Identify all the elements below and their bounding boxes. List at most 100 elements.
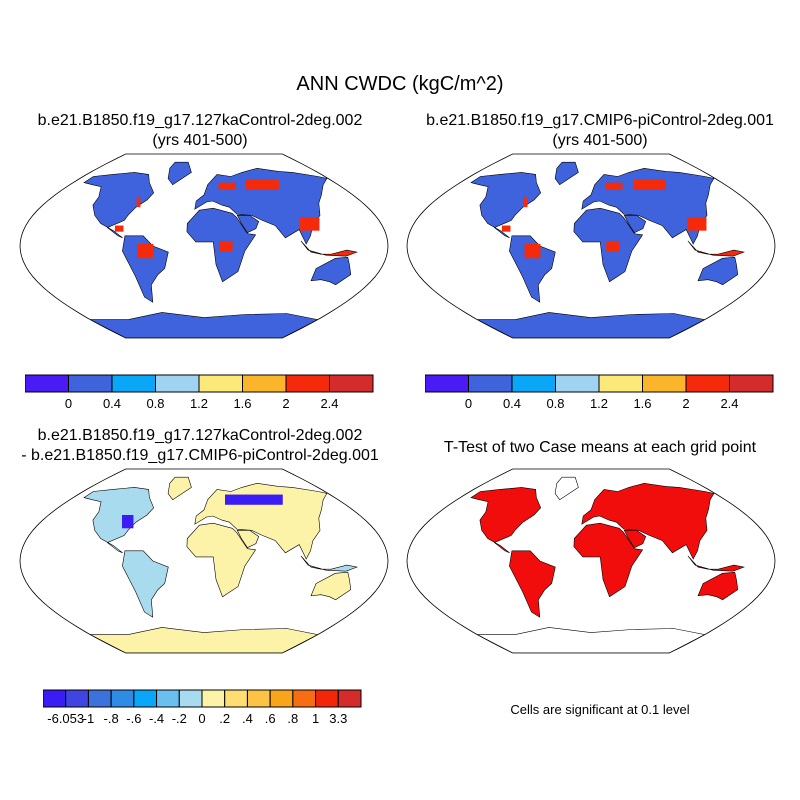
- colorbar-127ka-swatch: [242, 374, 287, 393]
- colorbar-difference-swatch: [156, 689, 180, 708]
- map4-land-indonesia: [687, 555, 745, 572]
- map2-high-cwdc-region: [632, 179, 666, 190]
- map3-negative-region: [224, 494, 283, 505]
- map4-land-greenland: [554, 476, 579, 501]
- colorbar-piControl-swatch: [555, 374, 600, 393]
- map1-map-frame: [19, 153, 389, 339]
- map3-negative-region: [122, 515, 134, 529]
- map2-map-frame: [406, 153, 776, 339]
- map3-land-australia: [310, 571, 352, 601]
- colorbar-difference-swatch: [246, 689, 271, 708]
- colorbar-piControl-swatch: [685, 374, 730, 393]
- map3-land-indonesia: [300, 555, 358, 572]
- map4-land-samerica: [509, 550, 556, 618]
- map3-land-arabia: [236, 530, 260, 549]
- colorbar-difference-swatch: [133, 689, 158, 708]
- colorbar-127ka: 0 0.4 0.8 1.2 1.6 2 2.4: [25, 374, 374, 410]
- map3-land-samerica: [122, 550, 169, 618]
- colorbar-piControl-tick-label: 0.4: [503, 396, 521, 410]
- map1-land-namerica: [83, 172, 155, 239]
- panel1-title-line2: (yrs 401-500): [152, 132, 248, 149]
- map4-land-eurasia: [581, 482, 715, 560]
- colorbar-difference-swatch: [337, 689, 362, 708]
- colorbar-difference-tick-label: 3.3: [329, 711, 347, 725]
- map1-high-cwdc-region: [299, 217, 320, 231]
- colorbar-difference-swatch: [65, 689, 89, 708]
- colorbar-difference-tick-label: -.4: [149, 711, 164, 725]
- colorbar-127ka-swatch: [285, 374, 330, 393]
- map1-land-indonesia: [300, 240, 358, 257]
- colorbar-difference-swatch: [224, 689, 248, 708]
- map1-high-cwdc-region: [219, 240, 233, 252]
- colorbar-piControl: 0 0.4 0.8 1.2 1.6 2 2.4: [425, 374, 774, 410]
- colorbar-127ka-tick-label: 1.6: [233, 396, 251, 410]
- map2-land-arabia: [623, 215, 647, 234]
- colorbar-difference-tick-label: -1: [83, 711, 95, 725]
- colorbar-difference-swatch: [43, 689, 67, 708]
- colorbar-difference-swatch: [315, 689, 339, 708]
- colorbar-difference-tick-label: -6.053: [47, 711, 84, 725]
- panel2-title: b.e21.B1850.f19_g17.CMIP6-piControl-2deg…: [400, 111, 800, 151]
- map3-land-africa: [186, 522, 257, 598]
- colorbar-difference: -6.053-1 -.8 -.6 -.4 -.2 0 .2 .4 .6 .8 1 3.3: [43, 689, 362, 725]
- map4-land-namerica: [470, 487, 542, 554]
- panel3-title: b.e21.B1850.f19_g17.127kaControl-2deg.00…: [0, 426, 400, 466]
- panel4-title-line1: T-Test of two Case means at each grid po…: [443, 439, 757, 456]
- colorbar-piControl-swatch: [511, 374, 556, 393]
- colorbar-difference-tick-label: 1: [312, 711, 319, 725]
- map2-high-cwdc-region: [501, 225, 511, 232]
- colorbar-difference-tick-label: .4: [242, 711, 253, 725]
- map2-land-greenland: [554, 161, 579, 186]
- map1-high-cwdc-region: [137, 243, 154, 259]
- colorbar-difference-swatch: [292, 689, 317, 708]
- colorbar-piControl-tick-label: 2.4: [720, 396, 738, 410]
- colorbar-difference-tick-label: -.2: [172, 711, 187, 725]
- map2-high-cwdc-region: [524, 243, 541, 259]
- map1-land-arabia: [236, 215, 260, 234]
- colorbar-piControl-swatch: [642, 374, 687, 393]
- map3-land-namerica: [83, 487, 155, 554]
- map2-high-cwdc-region: [606, 240, 620, 252]
- map4-land-australia: [697, 571, 739, 601]
- colorbar-127ka-tick-label: 1.2: [190, 396, 208, 410]
- colorbar-127ka-swatch: [329, 374, 374, 393]
- map2-land-antarctica: [477, 312, 706, 338]
- significance-note: Cells are significant at 0.1 level: [510, 702, 690, 717]
- map2-high-cwdc-region: [686, 217, 707, 231]
- colorbar-piControl-tick-label: 0.8: [546, 396, 564, 410]
- map3-land-greenland: [167, 476, 192, 501]
- panel4-title: T-Test of two Case means at each grid po…: [400, 438, 800, 458]
- figure-title: ANN CWDC (kgC/m^2): [296, 73, 504, 95]
- colorbar-difference-tick-label: .8: [287, 711, 298, 725]
- colorbar-127ka-tick-label: 2.4: [320, 396, 338, 410]
- colorbar-piControl-swatch: [729, 374, 774, 393]
- map2-land-australia: [697, 256, 739, 286]
- colorbar-127ka-tick-label: 2: [282, 396, 289, 410]
- map1-high-cwdc-region: [218, 182, 236, 190]
- colorbar-difference-tick-label: 0: [198, 711, 205, 725]
- colorbar-piControl-tick-label: 0: [465, 396, 472, 410]
- colorbar-difference-swatch: [87, 689, 112, 708]
- colorbar-127ka-swatch: [68, 374, 113, 393]
- colorbar-difference-swatch: [201, 689, 226, 708]
- map1-high-cwdc-region: [114, 225, 124, 232]
- panel2-title-line2: (yrs 401-500): [552, 132, 648, 149]
- colorbar-piControl-tick-label: 2: [682, 396, 689, 410]
- colorbar-difference-tick-label: -.8: [104, 711, 119, 725]
- map3-map-frame: [19, 468, 389, 654]
- map2-land-indonesia: [687, 240, 745, 257]
- panel2-title-line1: b.e21.B1850.f19_g17.CMIP6-piControl-2deg…: [426, 112, 774, 129]
- map1-land-australia: [310, 256, 352, 286]
- map3-land-antarctica: [90, 627, 319, 653]
- map1-high-cwdc-region: [245, 179, 279, 190]
- map-panel-piControl: [406, 153, 776, 339]
- map4-map-frame: [406, 468, 776, 654]
- map1-high-cwdc-region: [136, 196, 141, 208]
- map2-high-cwdc-region: [523, 196, 528, 208]
- map4-land-antarctica: [477, 627, 706, 653]
- map4-land-arabia: [623, 530, 647, 549]
- colorbar-127ka-swatch: [111, 374, 156, 393]
- colorbar-127ka-tick-label: 0.8: [146, 396, 164, 410]
- map-panel-ttest: [406, 468, 776, 654]
- map1-land-greenland: [167, 161, 192, 186]
